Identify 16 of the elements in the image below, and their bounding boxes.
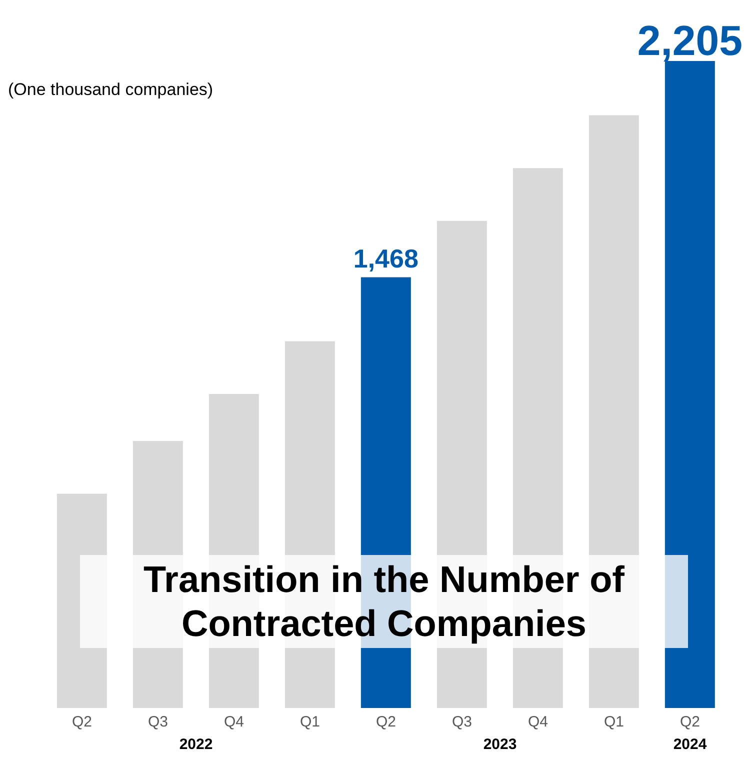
- bar: [664, 61, 715, 708]
- x-tick-label: Q1: [604, 714, 624, 731]
- x-tick-label: Q3: [452, 714, 472, 731]
- data-label: 2,205: [637, 17, 742, 64]
- x-tick-label: Q3: [148, 714, 168, 731]
- x-tick-label: Q2: [72, 714, 92, 731]
- data-label: 1,468: [353, 243, 418, 274]
- x-tick-label: Q4: [528, 714, 548, 731]
- text: 2023: [482, 736, 518, 753]
- y-axis-title: (One thousand companies): [8, 80, 214, 100]
- x-tick-label: Q2: [680, 714, 700, 731]
- x-tick-label: Q2: [376, 714, 396, 731]
- x-tick-label: Q4: [224, 714, 244, 731]
- x-tick-label: Q1: [300, 714, 320, 731]
- text: 2024: [672, 736, 708, 753]
- text: 2022: [178, 736, 214, 753]
